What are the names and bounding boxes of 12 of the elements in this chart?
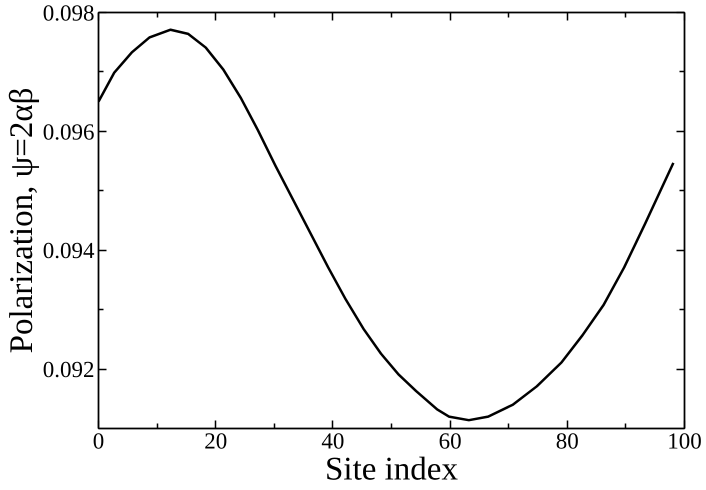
y-tick-label: 0.094 — [42, 238, 95, 264]
x-tick-label: 0 — [92, 428, 104, 454]
y-tick-label: 0.092 — [42, 357, 94, 382]
y-tick-label: 0.098 — [42, 0, 94, 26]
x-axis-title: Site index — [325, 452, 458, 488]
x-tick-label: 100 — [667, 428, 702, 454]
y-tick-label: 0.096 — [42, 119, 94, 144]
x-tick-label: 80 — [556, 428, 579, 454]
x-tick-label: 40 — [321, 428, 344, 454]
x-tick-label: 20 — [204, 428, 228, 454]
x-tick-label: 60 — [438, 428, 462, 454]
y-axis-title: Polarization, ψ=2αβ — [4, 88, 40, 354]
